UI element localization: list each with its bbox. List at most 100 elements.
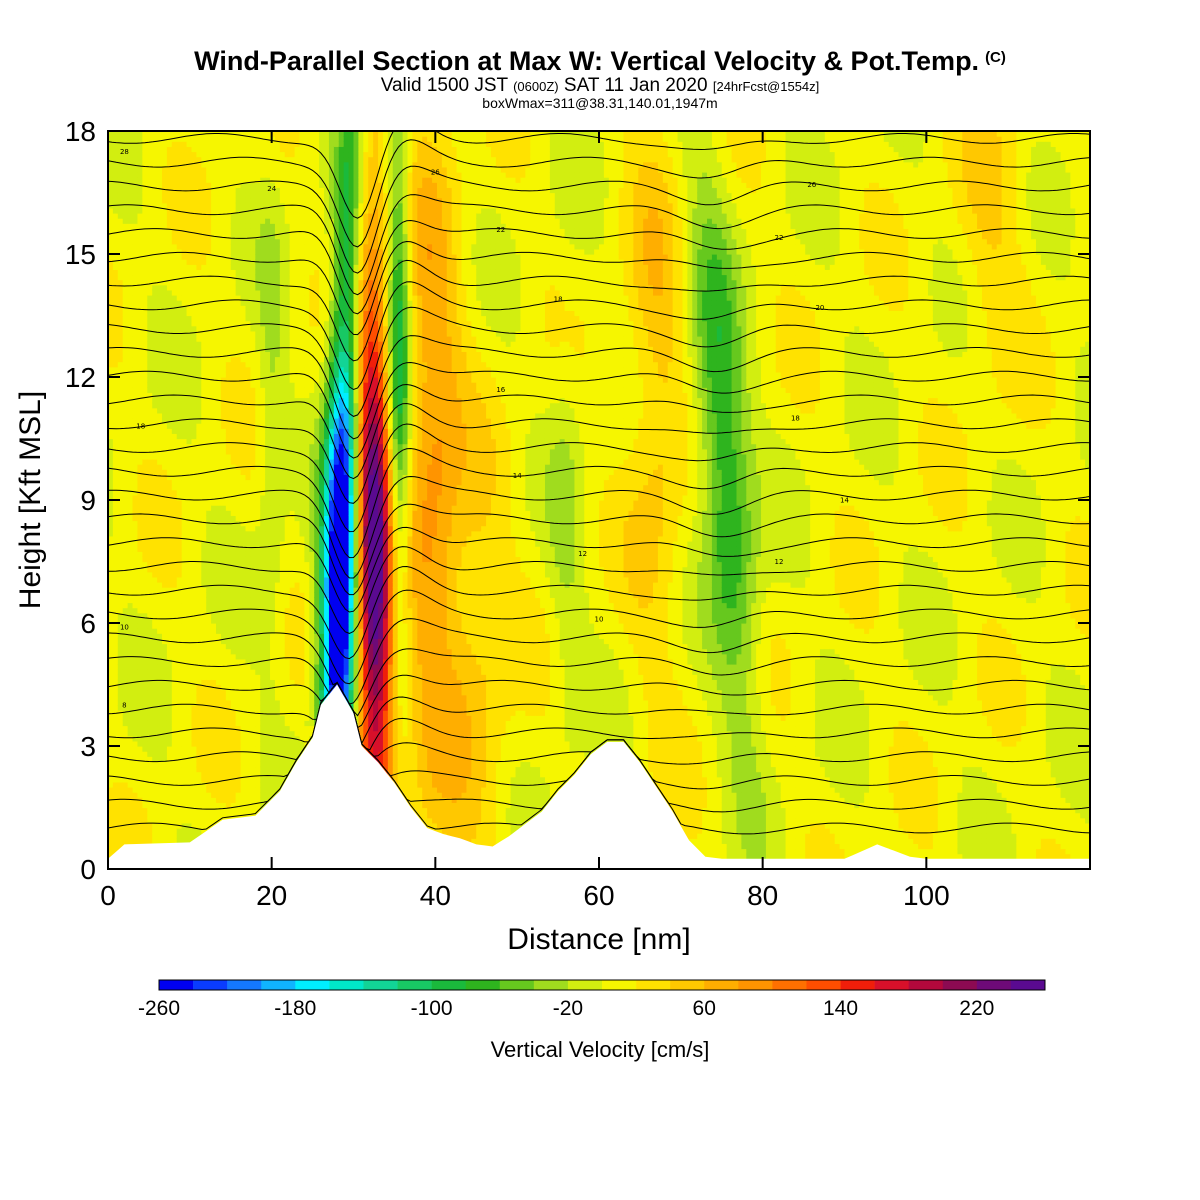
heatmap-cell — [128, 387, 134, 393]
heatmap-cell — [147, 413, 153, 419]
heatmap-cell — [137, 767, 143, 773]
heatmap-cell — [128, 797, 134, 803]
heatmap-cell — [147, 644, 153, 650]
heatmap-cell — [152, 808, 158, 814]
heatmap-cell — [147, 341, 153, 347]
heatmap-cell — [118, 331, 124, 337]
heatmap-cell — [133, 572, 139, 578]
heatmap-cell — [113, 182, 119, 188]
heatmap-cell — [142, 521, 148, 527]
heatmap-cell — [128, 439, 134, 445]
heatmap-cell — [123, 459, 129, 465]
heatmap-cell — [118, 351, 124, 357]
heatmap-cell — [123, 264, 129, 270]
heatmap-cell — [123, 551, 129, 557]
heatmap-cell — [152, 464, 158, 470]
heatmap-cell — [123, 187, 129, 193]
heatmap-cell — [118, 203, 124, 209]
heatmap-cell — [142, 659, 148, 665]
heatmap-cell — [133, 838, 139, 844]
heatmap-cell — [128, 213, 134, 219]
heatmap-cell — [142, 316, 148, 322]
heatmap-cell — [128, 669, 134, 675]
heatmap-cell — [133, 551, 139, 557]
heatmap-cell — [113, 505, 119, 511]
heatmap-cell — [137, 669, 143, 675]
heatmap-cell — [137, 331, 143, 337]
heatmap-cell — [123, 495, 129, 501]
heatmap-cell — [142, 731, 148, 737]
heatmap-cell — [137, 269, 143, 275]
heatmap-cell — [118, 813, 124, 819]
heatmap-cell — [118, 392, 124, 398]
heatmap-cell — [118, 193, 124, 199]
heatmap-cell — [137, 746, 143, 752]
heatmap-cell — [152, 398, 158, 404]
heatmap-cell — [147, 321, 153, 327]
heatmap-cell — [147, 526, 153, 532]
heatmap-cell — [142, 239, 148, 245]
heatmap-cell — [137, 177, 143, 183]
heatmap-cell — [113, 828, 119, 834]
heatmap-cell — [123, 577, 129, 583]
heatmap-cell — [137, 659, 143, 665]
heatmap-cell — [137, 787, 143, 793]
heatmap-cell — [133, 720, 139, 726]
heatmap-cell — [123, 300, 129, 306]
heatmap-cell — [142, 464, 148, 470]
heatmap-cell — [137, 813, 143, 819]
heatmap-cell — [152, 720, 158, 726]
heatmap-cell — [142, 362, 148, 368]
heatmap-cell — [152, 792, 158, 798]
heatmap-cell — [147, 223, 153, 229]
heatmap-cell — [137, 521, 143, 527]
heatmap-cell — [142, 813, 148, 819]
heatmap-cell — [142, 454, 148, 460]
heatmap-cell — [118, 726, 124, 732]
heatmap-cell — [118, 239, 124, 245]
heatmap-cell — [113, 603, 119, 609]
heatmap-cell — [118, 644, 124, 650]
heatmap-cell — [113, 767, 119, 773]
heatmap-cell — [133, 377, 139, 383]
heatmap-cell — [147, 187, 153, 193]
heatmap-cell — [137, 674, 143, 680]
heatmap-cell — [142, 167, 148, 173]
heatmap-cell — [113, 700, 119, 706]
heatmap-cell — [147, 823, 153, 829]
heatmap-cell — [123, 167, 129, 173]
heatmap-cell — [152, 751, 158, 757]
heatmap-cell — [118, 198, 124, 204]
heatmap-cell — [142, 510, 148, 516]
heatmap-cell — [137, 638, 143, 644]
heatmap-cell — [133, 597, 139, 603]
heatmap-cell — [118, 280, 124, 286]
heatmap-cell — [118, 505, 124, 511]
heatmap-cell — [118, 669, 124, 675]
heatmap-cell — [123, 295, 129, 301]
heatmap-cell — [152, 746, 158, 752]
heatmap-cell — [137, 439, 143, 445]
heatmap-cell — [133, 531, 139, 537]
heatmap-cell — [128, 203, 134, 209]
heatmap-cell — [113, 572, 119, 578]
heatmap-cell — [147, 715, 153, 721]
heatmap-cell — [113, 469, 119, 475]
heatmap-cell — [142, 577, 148, 583]
heatmap-cell — [123, 198, 129, 204]
heatmap-cell — [133, 700, 139, 706]
heatmap-cell — [147, 746, 153, 752]
heatmap-cell — [152, 685, 158, 691]
heatmap-cell — [113, 664, 119, 670]
heatmap-cell — [137, 141, 143, 147]
heatmap-cell — [123, 685, 129, 691]
heatmap-cell — [137, 495, 143, 501]
heatmap-cell — [118, 772, 124, 778]
heatmap-cell — [137, 193, 143, 199]
heatmap-cell — [118, 818, 124, 824]
heatmap-cell — [118, 300, 124, 306]
heatmap-cell — [142, 782, 148, 788]
heatmap-cell — [137, 433, 143, 439]
heatmap-cell — [142, 177, 148, 183]
heatmap-cell — [128, 433, 134, 439]
